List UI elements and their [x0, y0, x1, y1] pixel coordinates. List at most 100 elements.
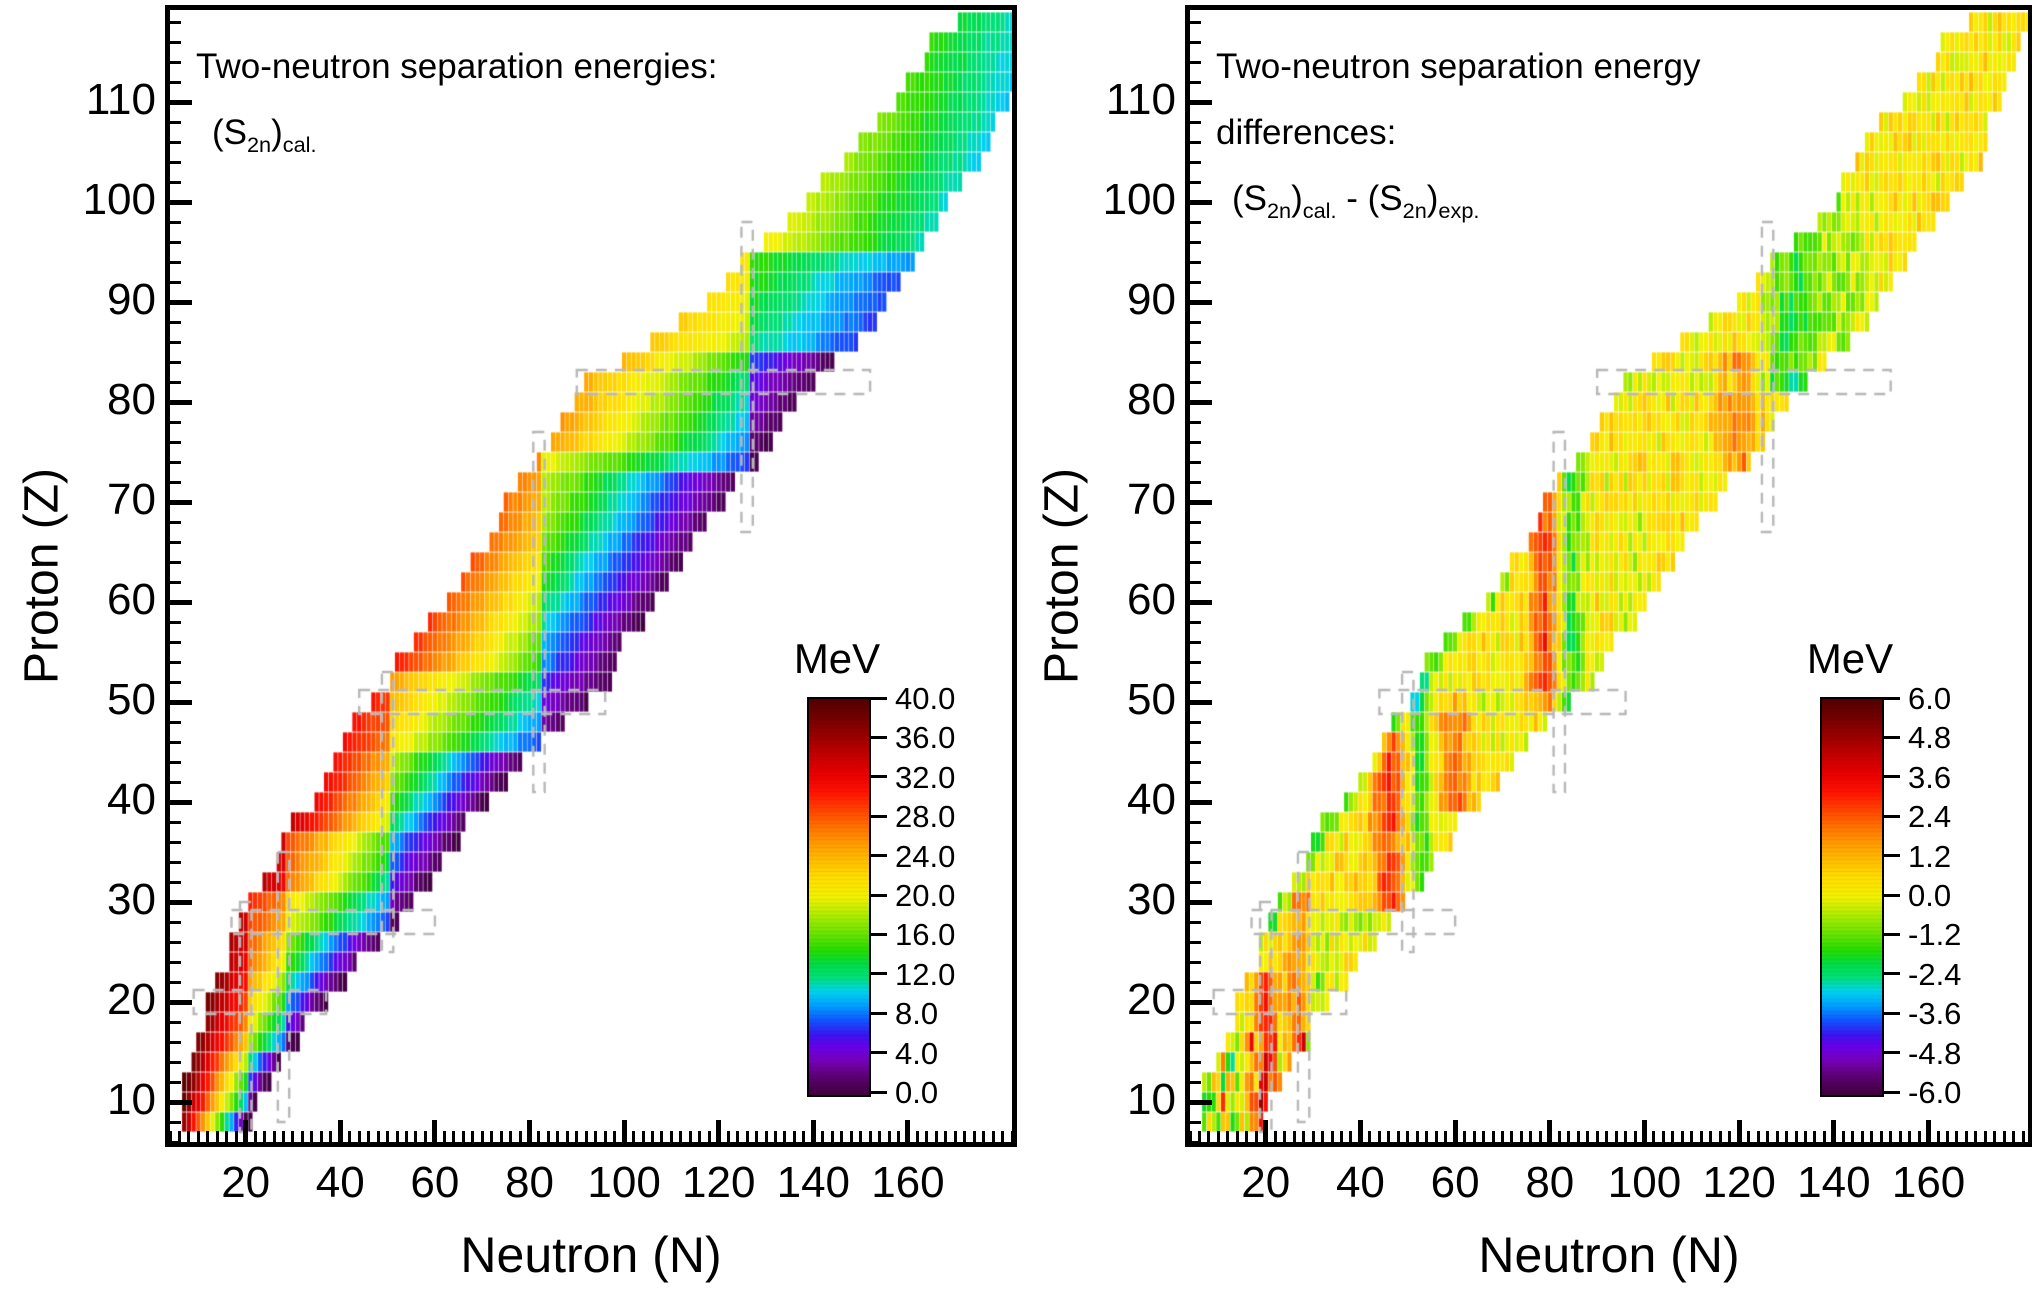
- y-minor-tick: [170, 420, 181, 424]
- x-minor-tick: [423, 1131, 427, 1142]
- x-minor-tick: [1661, 1131, 1665, 1142]
- x-minor-tick: [1500, 1131, 1504, 1142]
- x-minor-tick: [442, 1131, 446, 1142]
- y-minor-tick: [170, 380, 181, 384]
- colorbar-tick: [1882, 735, 1900, 739]
- x-minor-tick: [1699, 1131, 1703, 1142]
- y-minor-tick: [1190, 80, 1201, 84]
- x-minor-tick: [1964, 1131, 1968, 1142]
- x-minor-tick: [859, 1131, 863, 1142]
- y-minor-tick: [1190, 840, 1201, 844]
- y-tick-label: 100: [1102, 175, 1176, 224]
- y-minor-tick: [1190, 420, 1201, 424]
- y-minor-tick: [170, 340, 181, 344]
- y-minor-tick: [1190, 140, 1201, 144]
- x-tick-label: 40: [315, 1158, 365, 1207]
- x-minor-tick: [698, 1131, 702, 1142]
- x-minor-tick: [1434, 1131, 1438, 1142]
- x-minor-tick: [1510, 1131, 1514, 1142]
- colorbar-title-right: MeV: [1806, 635, 1894, 682]
- y-tick-label: 50: [107, 675, 156, 724]
- y-minor-tick: [170, 40, 181, 44]
- x-minor-tick: [1235, 1131, 1239, 1142]
- x-minor-tick: [991, 1131, 995, 1142]
- y-minor-tick: [170, 20, 181, 24]
- y-minor-tick: [170, 640, 181, 644]
- y-tick-label: 70: [107, 475, 156, 524]
- y-major-tick: [170, 799, 192, 805]
- y-minor-tick: [170, 440, 181, 444]
- x-minor-tick: [1425, 1131, 1429, 1142]
- y-major-tick: [1190, 599, 1212, 605]
- y-minor-tick: [1190, 260, 1201, 264]
- x-minor-tick: [291, 1131, 295, 1142]
- x-minor-tick: [376, 1131, 380, 1142]
- panel-s2n-calculated: Two-neutron separation energies: (S2n)cal…: [16, 5, 1017, 1283]
- y-minor-tick: [1190, 720, 1201, 724]
- x-minor-tick: [1226, 1131, 1230, 1142]
- x-minor-tick: [329, 1131, 333, 1142]
- x-minor-tick: [1870, 1131, 1874, 1142]
- x-minor-tick: [688, 1131, 692, 1142]
- y-minor-tick: [1190, 960, 1201, 964]
- x-minor-tick: [263, 1131, 267, 1142]
- y-tick-label: 90: [1127, 275, 1176, 324]
- x-minor-tick: [792, 1131, 796, 1142]
- x-minor-tick: [1680, 1131, 1684, 1142]
- y-minor-tick: [170, 1080, 181, 1084]
- y-minor-tick: [170, 880, 181, 884]
- x-minor-tick: [603, 1131, 607, 1142]
- x-minor-tick: [395, 1131, 399, 1142]
- y-minor-tick: [170, 840, 181, 844]
- panel-s2n-difference: Two-neutron separation energy differences…: [1036, 5, 2032, 1283]
- y-minor-tick: [1190, 360, 1201, 364]
- x-minor-tick: [1349, 1131, 1353, 1142]
- x-major-tick: [1357, 1120, 1363, 1142]
- colorbar-tick: [1882, 1051, 1900, 1055]
- y-minor-tick: [1190, 1020, 1201, 1024]
- y-minor-tick: [1190, 1060, 1201, 1064]
- y-minor-tick: [170, 140, 181, 144]
- colorbar-tick: [869, 893, 887, 897]
- y-tick-label: 30: [107, 875, 156, 924]
- x-minor-tick: [1709, 1131, 1713, 1142]
- x-minor-tick: [1010, 1131, 1014, 1142]
- x-minor-tick: [584, 1131, 588, 1142]
- x-minor-tick: [215, 1131, 219, 1142]
- x-minor-tick: [1822, 1131, 1826, 1142]
- y-tick-label: 20: [1127, 975, 1176, 1024]
- x-minor-tick: [1245, 1131, 1249, 1142]
- x-minor-tick: [471, 1131, 475, 1142]
- x-minor-tick: [2002, 1131, 2006, 1142]
- x-minor-tick: [234, 1131, 238, 1142]
- x-tick-label: 60: [1430, 1158, 1480, 1207]
- x-minor-tick: [773, 1131, 777, 1142]
- x-minor-tick: [253, 1131, 257, 1142]
- colorbar-tick-label: 32.0: [895, 759, 956, 795]
- colorbar-tick: [869, 932, 887, 936]
- x-minor-tick: [755, 1131, 759, 1142]
- x-minor-tick: [1955, 1131, 1959, 1142]
- y-minor-tick: [170, 180, 181, 184]
- y-minor-tick: [170, 60, 181, 64]
- x-minor-tick: [641, 1131, 645, 1142]
- y-minor-tick: [170, 920, 181, 924]
- y-minor-tick: [170, 540, 181, 544]
- x-minor-tick: [348, 1131, 352, 1142]
- x-minor-tick: [1330, 1131, 1334, 1142]
- x-minor-tick: [1292, 1131, 1296, 1142]
- x-minor-tick: [1917, 1131, 1921, 1142]
- x-minor-tick: [953, 1131, 957, 1142]
- y-minor-tick: [1190, 780, 1201, 784]
- x-minor-tick: [1851, 1131, 1855, 1142]
- colorbar-left: [807, 697, 871, 1097]
- x-tick-label: 140: [776, 1158, 851, 1207]
- y-minor-tick: [170, 680, 181, 684]
- x-minor-tick: [1718, 1131, 1722, 1142]
- colorbar-tick-label: 0.0: [895, 1075, 939, 1110]
- x-minor-tick: [849, 1131, 853, 1142]
- y-minor-tick: [170, 1040, 181, 1044]
- colorbar-tick: [1882, 854, 1900, 858]
- x-minor-tick: [367, 1131, 371, 1142]
- x-minor-tick: [414, 1131, 418, 1142]
